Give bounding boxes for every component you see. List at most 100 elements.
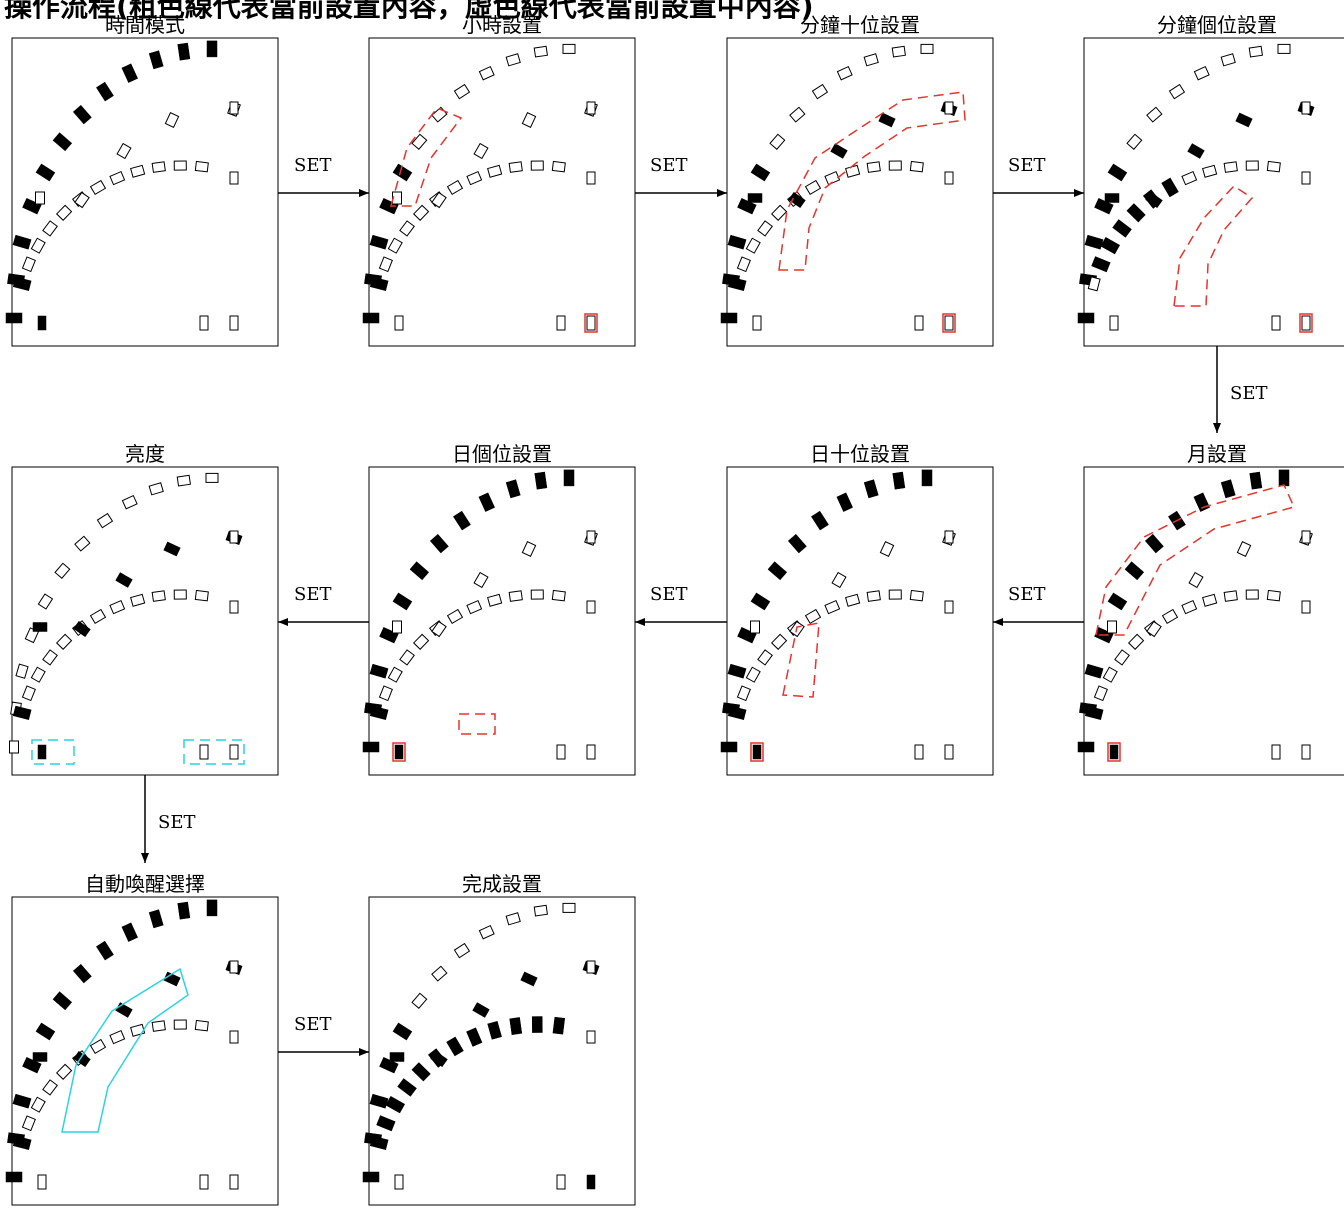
spoke-segment xyxy=(116,142,132,160)
spoke-segment xyxy=(32,1052,48,1062)
set-arrow: SET xyxy=(635,155,727,197)
right-segment xyxy=(1301,171,1311,185)
inner-segment xyxy=(89,608,107,625)
inner-segment xyxy=(487,593,503,607)
indicator-mid xyxy=(199,1174,209,1190)
inner-segment xyxy=(1245,589,1259,600)
spoke-segment xyxy=(74,191,90,209)
outer-segment xyxy=(392,1022,413,1041)
inner-segment xyxy=(866,161,881,173)
indicator-right xyxy=(1301,744,1311,760)
highlight-bigSpoke xyxy=(61,967,189,1133)
spoke-segment xyxy=(788,191,806,209)
inner-segment xyxy=(109,1029,126,1045)
inner-segment xyxy=(194,160,209,173)
outer-segment xyxy=(148,50,164,70)
spoke-segment xyxy=(431,620,447,638)
highlight-dot xyxy=(1107,742,1121,762)
inner-segment xyxy=(1161,608,1179,625)
outer-segment xyxy=(836,492,853,512)
panel-frame xyxy=(368,466,636,776)
panel-title: 月設置 xyxy=(1187,442,1247,466)
spoke-segment xyxy=(521,540,537,558)
inner-segment xyxy=(399,649,415,666)
inner-segment xyxy=(552,1016,566,1035)
inner-segment xyxy=(466,170,483,186)
outer-segment xyxy=(12,1093,32,1109)
spoke-segment xyxy=(1104,193,1120,203)
outer-segment xyxy=(411,992,428,1009)
inner-segment xyxy=(55,633,73,650)
outer-segment xyxy=(720,312,738,324)
inner-segment xyxy=(12,276,32,291)
outer-segment xyxy=(72,963,92,984)
highlight-outerLow xyxy=(390,107,463,207)
inner-segment xyxy=(1112,219,1132,238)
highlight-bottomL xyxy=(31,739,75,765)
inner-segment xyxy=(369,276,389,291)
outer-segment xyxy=(453,510,471,531)
inner-segment xyxy=(909,160,924,173)
outer-segment xyxy=(1249,471,1263,490)
outer-segment xyxy=(811,83,829,100)
highlight-bottomR xyxy=(183,739,245,765)
outer-segment xyxy=(1124,561,1145,581)
indicator-left xyxy=(394,744,404,760)
indicator-right xyxy=(586,744,596,760)
indicator-right xyxy=(229,315,239,331)
inner-segment xyxy=(21,1115,36,1132)
inner-segment xyxy=(1181,599,1198,615)
inner-segment xyxy=(1114,649,1130,666)
inner-segment xyxy=(109,599,126,615)
inner-segment xyxy=(369,705,389,720)
inner-segment xyxy=(824,599,841,615)
spoke-segment xyxy=(1236,540,1252,558)
outer-segment xyxy=(505,912,521,926)
panel-title: 日十位設置 xyxy=(810,442,910,466)
panel-title: 完成設置 xyxy=(462,872,542,896)
outer-segment xyxy=(891,45,906,58)
spoke-segment xyxy=(430,1050,448,1068)
outer-segment xyxy=(148,909,164,929)
outer-segment xyxy=(121,63,138,83)
outer-segment xyxy=(392,592,413,611)
spoke-segment xyxy=(521,111,537,129)
inner-segment xyxy=(378,685,393,702)
outer-segment xyxy=(392,163,413,182)
indicator-left xyxy=(752,744,762,760)
inner-segment xyxy=(1087,276,1101,292)
indicator-right xyxy=(586,315,596,331)
right-segment xyxy=(586,1030,596,1044)
inner-segment xyxy=(399,220,415,237)
inner-segment xyxy=(1127,633,1145,650)
right-segment xyxy=(944,600,954,614)
outer-segment xyxy=(176,474,191,487)
indicator-right xyxy=(229,1174,239,1190)
highlight-miniSpoke xyxy=(782,622,820,698)
spoke-segment xyxy=(1187,143,1205,159)
inner-segment xyxy=(845,593,861,607)
inner-segment xyxy=(130,593,146,607)
indicator-left xyxy=(37,315,47,331)
panel-day-tens-setting: 日十位設置 xyxy=(720,442,994,776)
right-segment xyxy=(229,530,239,544)
spoke-segment xyxy=(1107,620,1117,634)
inner-segment xyxy=(42,220,58,237)
outer-segment xyxy=(534,471,548,490)
spoke-segment xyxy=(164,111,180,129)
inner-segment xyxy=(130,164,146,178)
inner-segment xyxy=(487,164,503,178)
set-label: SET xyxy=(1008,155,1045,176)
spoke-segment xyxy=(32,622,48,632)
outer-segment xyxy=(767,561,788,581)
inner-segment xyxy=(1245,160,1259,171)
outer-segment xyxy=(453,83,471,100)
panel-title: 亮度 xyxy=(125,442,165,466)
right-segment xyxy=(586,960,596,974)
outer-segment xyxy=(789,106,806,123)
outer-segment xyxy=(1077,312,1095,324)
inner-segment xyxy=(1102,666,1118,683)
inner-segment xyxy=(770,204,788,221)
inner-segment xyxy=(1223,161,1238,173)
outer-segment xyxy=(411,133,428,150)
